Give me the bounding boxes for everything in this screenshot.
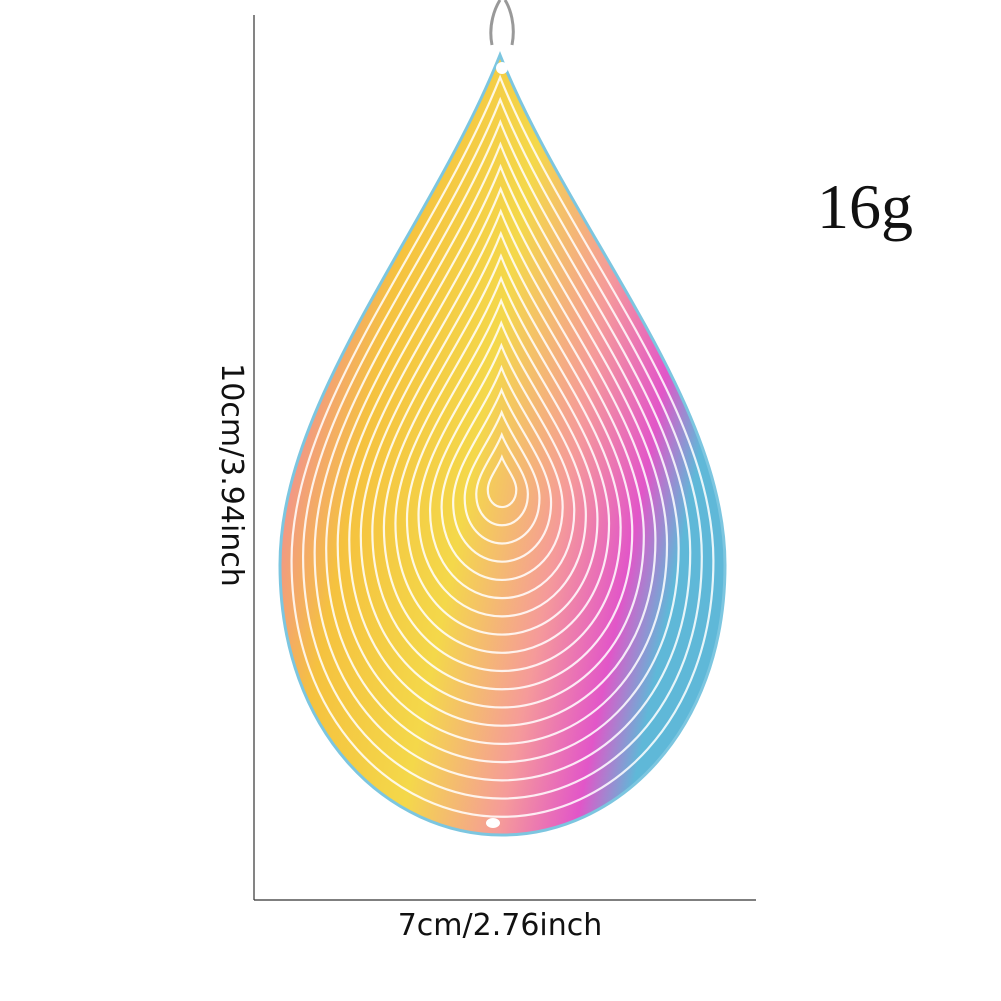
top-hole [496,62,508,74]
weight-label: 16g [817,171,913,242]
bottom-hole [486,818,500,828]
height-label: 10cm/3.94inch [214,363,249,587]
hook [489,0,515,46]
width-label: 7cm/2.76inch [398,908,603,943]
